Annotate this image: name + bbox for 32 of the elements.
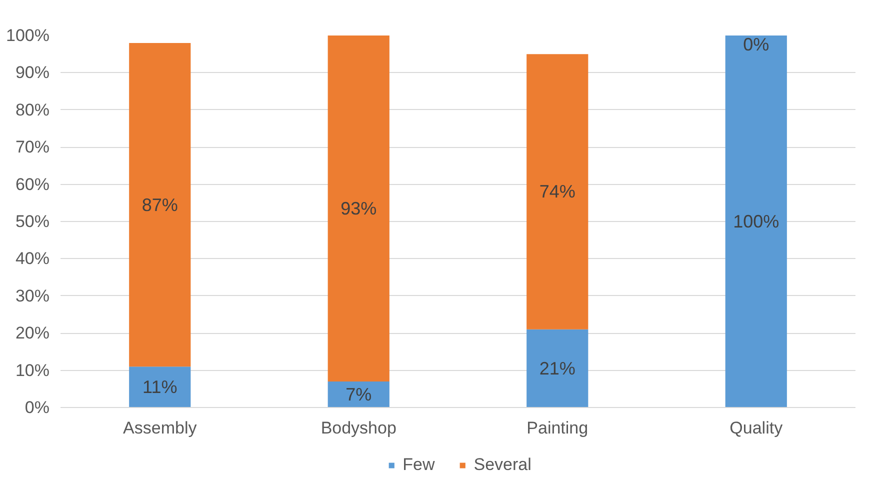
y-tick-label: 20%	[15, 324, 50, 343]
legend-label: Few	[402, 455, 435, 475]
y-tick-label: 50%	[15, 212, 50, 231]
y-tick-label: 30%	[15, 286, 50, 306]
y-tick-label: 80%	[15, 100, 50, 120]
data-label: 11%	[142, 377, 178, 398]
bar	[129, 42, 191, 367]
bar	[725, 36, 787, 408]
data-label: 0%	[743, 34, 770, 54]
y-tick-label: 0%	[24, 398, 50, 417]
y-tick-label: 10%	[15, 360, 50, 380]
data-label: 7%	[346, 384, 372, 404]
bar	[526, 329, 588, 408]
bar	[328, 36, 390, 382]
y-tick-label: 70%	[15, 138, 50, 157]
data-label: 74%	[539, 182, 576, 202]
bar	[526, 54, 588, 330]
legend-label: Several	[474, 455, 532, 475]
x-tick-label: Assembly	[123, 418, 198, 438]
bar	[328, 381, 390, 408]
x-tick-label: Quality	[730, 418, 784, 438]
y-tick-label: 60%	[15, 174, 50, 194]
y-tick-label: 90%	[15, 63, 50, 82]
bar	[129, 366, 191, 408]
data-label: 93%	[340, 198, 377, 218]
x-tick-label: Painting	[526, 418, 588, 438]
x-tick-label: Bodyshop	[320, 418, 396, 438]
data-label: 21%	[539, 358, 576, 378]
y-tick-label: 100%	[6, 26, 50, 45]
y-tick-label: 40%	[15, 249, 50, 268]
data-label: 87%	[142, 194, 178, 215]
data-label: 100%	[733, 212, 780, 232]
